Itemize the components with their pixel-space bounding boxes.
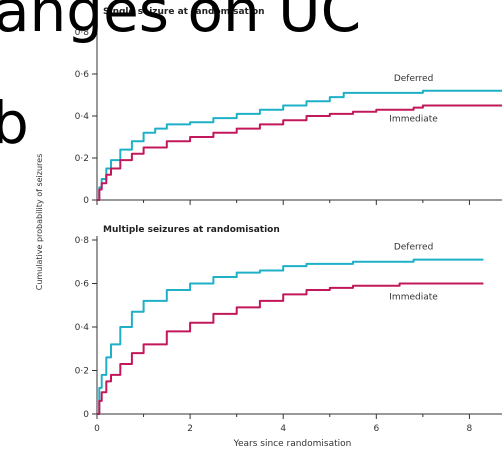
- x-tick-label: 8: [467, 424, 473, 434]
- x-tick-label: 2: [187, 424, 193, 434]
- y-tick-label: 0·2: [75, 367, 89, 377]
- series-line-deferred: [97, 258, 484, 415]
- series-label-immediate: Immediate: [389, 293, 438, 303]
- y-tick-label: 0·4: [75, 323, 90, 333]
- series-label-deferred: Deferred: [394, 74, 433, 84]
- y-tick-label: 0·4: [75, 112, 90, 122]
- series-line-immediate: [97, 282, 484, 415]
- x-axis-label: Years since randomisation: [233, 439, 352, 449]
- y-tick-label: 0·8: [75, 28, 90, 38]
- y-tick-label: 0·2: [75, 154, 89, 164]
- y-tick-label: 0·6: [75, 70, 90, 80]
- y-tick-label: 0·6: [75, 280, 90, 290]
- overlay-top-text: anges on UC: [0, 0, 362, 45]
- series-label-deferred: Deferred: [394, 243, 433, 253]
- series-line-immediate: [97, 104, 502, 201]
- series-line-deferred: [97, 89, 502, 201]
- y-tick-label: 0·8: [75, 236, 90, 246]
- x-tick-label: 0: [94, 424, 100, 434]
- panel-title: Single seizure at randomisation: [103, 7, 265, 17]
- panel-title: Multiple seizures at randomisation: [103, 225, 280, 235]
- x-tick-label: 4: [280, 424, 286, 434]
- y-tick-label: 0: [83, 196, 89, 206]
- y-tick-label: 0: [83, 410, 89, 420]
- series-label-immediate: Immediate: [389, 115, 438, 125]
- y-axis-label: Cumulative probability of seizures: [35, 154, 44, 290]
- overlay-left-text: b: [0, 89, 29, 157]
- x-tick-label: 6: [373, 424, 379, 434]
